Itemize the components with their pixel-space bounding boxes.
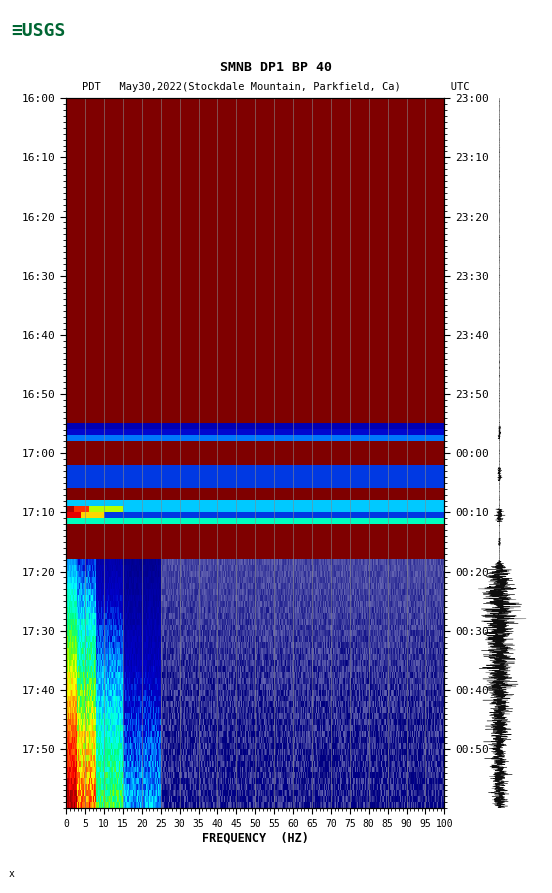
Text: ≡USGS: ≡USGS bbox=[11, 22, 66, 40]
X-axis label: FREQUENCY  (HZ): FREQUENCY (HZ) bbox=[202, 831, 309, 845]
Text: x: x bbox=[8, 869, 14, 879]
Text: SMNB DP1 BP 40: SMNB DP1 BP 40 bbox=[220, 61, 332, 74]
Text: PDT   May30,2022(Stockdale Mountain, Parkfield, Ca)        UTC: PDT May30,2022(Stockdale Mountain, Parkf… bbox=[82, 82, 470, 92]
